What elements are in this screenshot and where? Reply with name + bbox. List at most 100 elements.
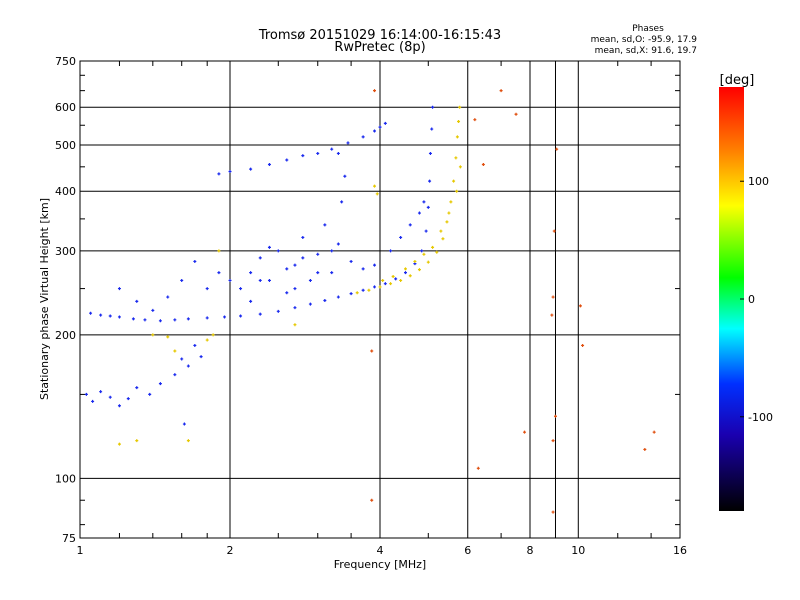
colorbar-tick-label: -100 (748, 411, 773, 424)
data-point-o (285, 291, 289, 295)
data-point-o (276, 309, 280, 313)
data-point-o (316, 151, 320, 155)
colorbar-tick-label: 0 (748, 293, 755, 306)
data-point-other (373, 89, 377, 93)
data-point-x (211, 333, 215, 337)
data-point-o (308, 278, 312, 282)
phases-heading: Phases (632, 24, 664, 34)
grid-lines (79, 60, 681, 539)
data-point-o (301, 154, 305, 158)
data-point-o (249, 167, 253, 171)
x-tick-labels: 1 2 4 6 8 10 16 (77, 544, 688, 557)
data-point-x (117, 442, 121, 446)
data-point-other (370, 498, 374, 502)
data-point-x (408, 274, 412, 278)
data-point-x (217, 249, 221, 253)
data-point-other (523, 430, 527, 434)
data-point-o (330, 271, 334, 275)
data-point-o (408, 223, 412, 227)
data-point-x (458, 165, 462, 169)
x-tick-label: 2 (227, 544, 234, 557)
data-point-x (381, 278, 385, 282)
data-point-x (205, 338, 209, 342)
data-point-o (180, 278, 184, 282)
data-point-o (217, 271, 221, 275)
colorbar-tick-label: 100 (748, 175, 769, 188)
data-point-o (108, 395, 112, 399)
data-point-o (336, 295, 340, 299)
data-point-o (267, 163, 271, 167)
data-point-o (293, 263, 297, 267)
data-point-x (445, 220, 449, 224)
data-point-x (151, 333, 155, 337)
chart-subtitle: RwPretec (8p) (334, 40, 425, 55)
data-point-o (148, 392, 152, 396)
data-point-o (173, 373, 177, 377)
data-point-o (316, 271, 320, 275)
data-point-o (417, 211, 421, 215)
data-point-o (182, 422, 186, 426)
data-point-x (399, 278, 403, 282)
data-point-o (228, 169, 232, 173)
data-point-other (370, 349, 374, 353)
data-point-o (89, 311, 93, 315)
data-point-o (276, 249, 280, 253)
data-points (84, 89, 656, 514)
data-point-o (340, 200, 344, 204)
data-point-o (117, 287, 121, 291)
data-point-o (158, 319, 162, 323)
data-point-x (403, 267, 407, 271)
data-point-other (643, 447, 647, 451)
data-point-o (422, 200, 426, 204)
data-point-o (151, 308, 155, 312)
data-point-o (383, 282, 387, 286)
data-point-x (422, 252, 426, 256)
data-point-o (135, 386, 139, 390)
x-tick-label: 16 (673, 544, 687, 557)
data-point-o (428, 179, 432, 183)
data-point-o (258, 278, 262, 282)
x-tick-label: 1 (77, 544, 84, 557)
data-point-o (285, 158, 289, 162)
data-point-o (258, 312, 262, 316)
x-tick-label: 4 (377, 544, 384, 557)
data-point-o (193, 259, 197, 263)
data-point-o (91, 399, 95, 403)
x-tick-label: 8 (527, 544, 534, 557)
data-point-o (301, 235, 305, 239)
colorbar (719, 87, 744, 511)
data-point-x (367, 288, 371, 292)
colorbar-label: [deg] (720, 73, 755, 88)
data-point-o (126, 397, 130, 401)
x-axis-label: Frequency [MHz] (334, 558, 426, 571)
data-point-o (336, 151, 340, 155)
data-point-o (420, 249, 424, 253)
data-point-o (180, 357, 184, 361)
data-point-o (323, 223, 327, 227)
data-point-o (330, 249, 334, 253)
data-point-x (293, 323, 297, 327)
data-point-other (578, 304, 582, 308)
data-point-o (424, 229, 428, 233)
phases-mean-o: mean, sd,O: -95.9, 17.9 (591, 35, 698, 45)
y-tick-label: 300 (55, 245, 76, 258)
data-point-o (199, 355, 203, 359)
data-point-o (389, 249, 393, 253)
y-tick-label: 100 (55, 472, 76, 485)
data-point-x (389, 282, 393, 286)
data-point-o (349, 292, 353, 296)
data-point-o (308, 302, 312, 306)
data-point-other (552, 229, 556, 233)
data-point-o (403, 271, 407, 275)
data-point-o (361, 135, 365, 139)
data-point-o (285, 267, 289, 271)
y-tick-labels: 75 100 200 300 400 500 600 750 (55, 55, 76, 545)
x-tick-label: 10 (571, 544, 585, 557)
data-point-x (375, 192, 379, 196)
data-point-o (373, 129, 377, 133)
data-point-o (426, 205, 430, 209)
data-point-x (135, 439, 139, 443)
data-point-o (428, 151, 432, 155)
chart-title: Tromsø 20151029 16:14:00-16:15:43 (258, 28, 501, 43)
